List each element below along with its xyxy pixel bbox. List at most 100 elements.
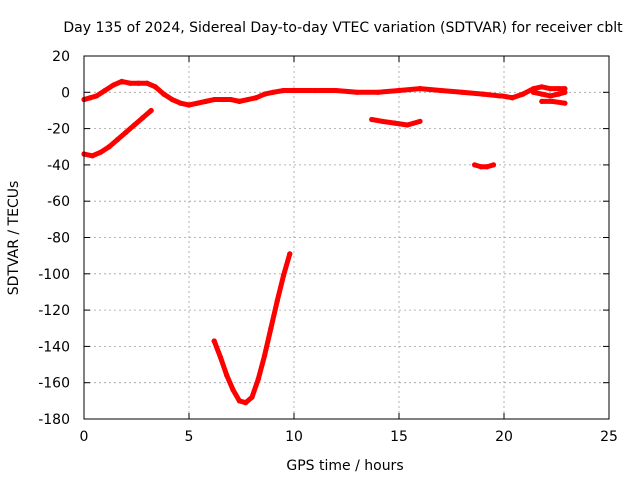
data-point bbox=[127, 80, 133, 86]
data-point bbox=[379, 118, 385, 124]
data-point bbox=[178, 100, 184, 106]
data-point bbox=[140, 115, 146, 121]
data-point bbox=[245, 96, 251, 103]
data-point bbox=[211, 338, 217, 344]
data-point bbox=[161, 91, 167, 97]
series-arc-1 bbox=[81, 78, 423, 108]
data-point bbox=[243, 400, 249, 406]
x-tick-label: 0 bbox=[80, 429, 89, 445]
data-point bbox=[249, 394, 255, 400]
data-point bbox=[119, 78, 125, 85]
data-point bbox=[530, 86, 537, 92]
data-point bbox=[556, 91, 562, 97]
data-point bbox=[274, 298, 280, 304]
x-tick-label: 10 bbox=[285, 429, 303, 445]
data-point bbox=[562, 86, 568, 92]
data-point bbox=[509, 95, 515, 101]
data-point bbox=[556, 86, 562, 92]
data-point bbox=[186, 102, 192, 108]
data-point bbox=[417, 118, 423, 124]
data-point bbox=[262, 352, 268, 359]
data-point bbox=[268, 325, 274, 331]
y-tick-label: -60 bbox=[47, 194, 70, 210]
data-point bbox=[110, 82, 116, 88]
data-point bbox=[136, 80, 142, 86]
data-point bbox=[131, 122, 137, 128]
y-tick-label: -160 bbox=[38, 376, 70, 392]
data-point bbox=[236, 398, 242, 404]
data-point bbox=[230, 387, 236, 393]
y-tick-label: 20 bbox=[52, 49, 70, 65]
data-point bbox=[499, 93, 505, 99]
data-point bbox=[144, 80, 150, 86]
data-point bbox=[89, 153, 95, 159]
y-tick-label: -20 bbox=[47, 122, 70, 138]
data-point bbox=[270, 89, 276, 95]
data-point bbox=[547, 86, 553, 92]
data-point bbox=[369, 116, 375, 123]
data-point bbox=[228, 96, 234, 103]
data-point bbox=[438, 87, 444, 94]
data-point bbox=[106, 144, 112, 150]
y-tick-label: -120 bbox=[38, 303, 70, 319]
y-tick-label: -140 bbox=[38, 339, 70, 355]
data-point bbox=[549, 98, 555, 104]
data-point bbox=[152, 84, 158, 90]
x-tick-label: 5 bbox=[185, 429, 194, 445]
data-point bbox=[478, 164, 484, 170]
grid-lines bbox=[84, 56, 609, 419]
data-point bbox=[539, 84, 545, 90]
data-point bbox=[262, 91, 268, 97]
data-point bbox=[224, 372, 230, 379]
data-point bbox=[490, 162, 497, 168]
data-point bbox=[375, 89, 381, 95]
data-point bbox=[547, 93, 553, 99]
data-point bbox=[562, 100, 568, 106]
data-point bbox=[520, 91, 526, 97]
x-tick-label: 25 bbox=[600, 429, 618, 445]
data-point bbox=[287, 251, 293, 257]
data-point bbox=[312, 87, 318, 94]
y-axis-label: SDTVAR / TECUs bbox=[6, 181, 22, 296]
data-point bbox=[539, 98, 545, 104]
y-tick-label: -40 bbox=[47, 158, 70, 174]
data-point bbox=[98, 149, 104, 155]
series-arc-3 bbox=[211, 251, 293, 406]
data-point bbox=[280, 87, 287, 94]
y-tick-label: -80 bbox=[47, 231, 70, 247]
data-point bbox=[123, 129, 129, 135]
data-point bbox=[530, 89, 537, 95]
data-point bbox=[217, 354, 224, 360]
data-point bbox=[404, 122, 410, 128]
data-point bbox=[255, 376, 261, 382]
data-point bbox=[203, 98, 209, 104]
data-point bbox=[480, 91, 486, 97]
data-point bbox=[472, 162, 478, 168]
data-series bbox=[81, 78, 568, 406]
y-tick-label: 0 bbox=[61, 85, 70, 101]
y-tick-label: -100 bbox=[38, 267, 70, 283]
x-tick-label: 15 bbox=[390, 429, 408, 445]
x-axis-label: GPS time / hours bbox=[286, 458, 403, 474]
series-arc-5 bbox=[472, 162, 496, 170]
data-point bbox=[280, 273, 287, 279]
axis-ticks: 0 5 10 15 20 25 20 0 -20 -40 -60 -80 -100 -120 -140 -16… bbox=[38, 49, 618, 445]
data-point bbox=[539, 91, 545, 97]
data-point bbox=[562, 89, 568, 95]
y-tick-label: -180 bbox=[38, 412, 70, 428]
data-point bbox=[87, 95, 93, 101]
data-point bbox=[102, 87, 108, 94]
data-point bbox=[333, 87, 339, 94]
data-point bbox=[194, 100, 200, 106]
data-point bbox=[417, 86, 423, 92]
data-point bbox=[253, 95, 259, 101]
data-point bbox=[291, 87, 297, 94]
chart-title: Day 135 of 2024, Sidereal Day-to-day VTE… bbox=[63, 20, 623, 36]
data-point bbox=[220, 96, 226, 103]
data-point bbox=[115, 136, 121, 143]
data-point bbox=[484, 164, 490, 170]
data-point bbox=[236, 98, 242, 104]
data-point bbox=[211, 96, 217, 103]
data-point bbox=[94, 93, 100, 99]
